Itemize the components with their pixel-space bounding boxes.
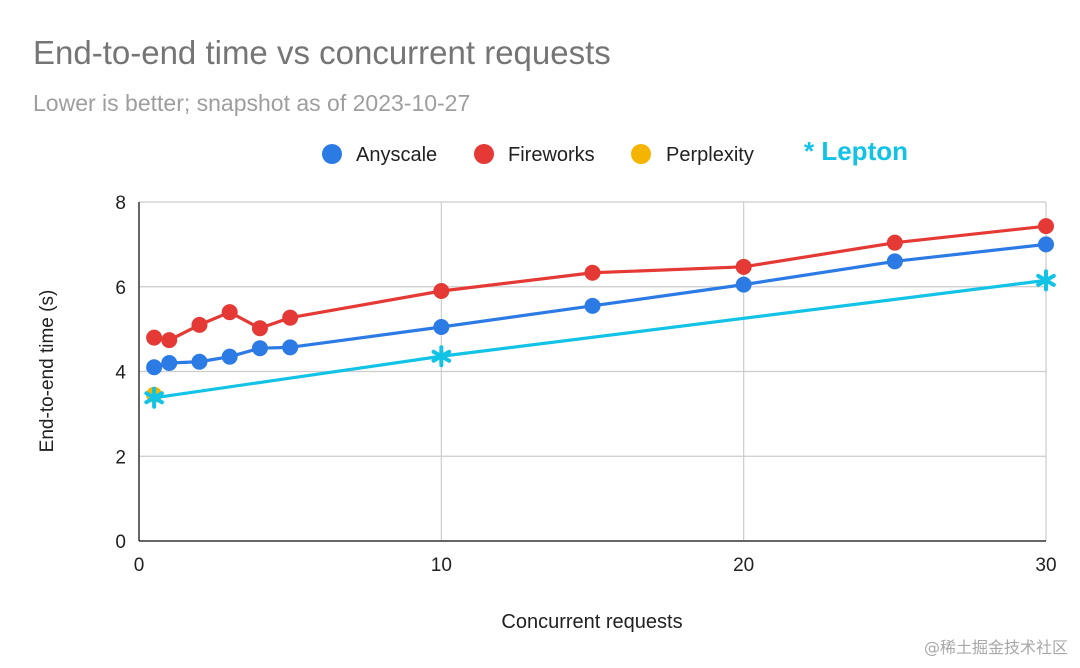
watermark: @稀土掘金技术社区 bbox=[923, 638, 1068, 657]
data-point-anyscale bbox=[221, 348, 238, 365]
legend: Anyscale Fireworks Perplexity * Lepton bbox=[322, 136, 908, 166]
series-layer bbox=[144, 218, 1056, 409]
y-tick-label: 6 bbox=[115, 278, 126, 299]
series-fireworks bbox=[146, 218, 1054, 349]
data-point-anyscale bbox=[433, 319, 450, 336]
data-point-anyscale bbox=[886, 253, 903, 270]
x-axis-label: Concurrent requests bbox=[501, 611, 682, 633]
data-point-anyscale bbox=[1038, 236, 1054, 253]
data-point-lepton bbox=[1036, 269, 1056, 292]
series-anyscale bbox=[146, 236, 1054, 376]
data-point-fireworks bbox=[251, 320, 268, 337]
data-point-lepton bbox=[144, 386, 164, 409]
legend-label-fireworks: Fireworks bbox=[508, 144, 595, 166]
y-tick-label: 2 bbox=[115, 447, 126, 468]
gridlines bbox=[139, 201, 1047, 541]
data-point-fireworks bbox=[584, 264, 601, 281]
data-point-fireworks bbox=[1038, 218, 1054, 235]
legend-label-lepton: * Lepton bbox=[804, 136, 908, 166]
chart-subtitle: Lower is better; snapshot as of 2023-10-… bbox=[33, 90, 471, 116]
x-tick-label: 30 bbox=[1035, 555, 1056, 576]
legend-marker-anyscale bbox=[322, 144, 342, 164]
data-point-fireworks bbox=[282, 309, 299, 326]
data-point-anyscale bbox=[191, 353, 208, 370]
y-axis-label: End-to-end time (s) bbox=[37, 290, 58, 453]
data-point-fireworks bbox=[221, 304, 238, 321]
series-line-lepton bbox=[153, 278, 1047, 400]
data-point-fireworks bbox=[433, 282, 450, 299]
data-point-fireworks bbox=[146, 329, 163, 346]
legend-label-anyscale: Anyscale bbox=[356, 144, 437, 166]
x-tick-label: 20 bbox=[733, 555, 754, 576]
chart-title: End-to-end time vs concurrent requests bbox=[33, 34, 611, 71]
axes: 0 2 4 6 8 0 10 20 30 bbox=[115, 193, 1056, 576]
legend-marker-perplexity bbox=[631, 144, 651, 164]
data-point-fireworks bbox=[735, 258, 752, 275]
data-point-fireworks bbox=[161, 332, 178, 349]
data-point-anyscale bbox=[161, 355, 178, 372]
x-tick-label: 10 bbox=[431, 555, 452, 576]
data-point-fireworks bbox=[886, 234, 903, 251]
data-point-anyscale bbox=[282, 339, 299, 356]
y-tick-label: 4 bbox=[115, 363, 126, 384]
data-point-anyscale bbox=[584, 297, 601, 314]
data-point-anyscale bbox=[735, 276, 752, 293]
data-point-anyscale bbox=[251, 340, 268, 357]
data-point-anyscale bbox=[146, 359, 163, 376]
data-point-fireworks bbox=[191, 316, 208, 333]
y-tick-label: 8 bbox=[115, 193, 126, 214]
legend-label-perplexity: Perplexity bbox=[666, 144, 754, 166]
y-tick-label: 0 bbox=[115, 532, 126, 553]
data-point-lepton bbox=[431, 345, 452, 368]
series-lepton bbox=[144, 269, 1056, 409]
legend-marker-fireworks bbox=[474, 144, 494, 164]
x-tick-label: 0 bbox=[134, 555, 145, 576]
